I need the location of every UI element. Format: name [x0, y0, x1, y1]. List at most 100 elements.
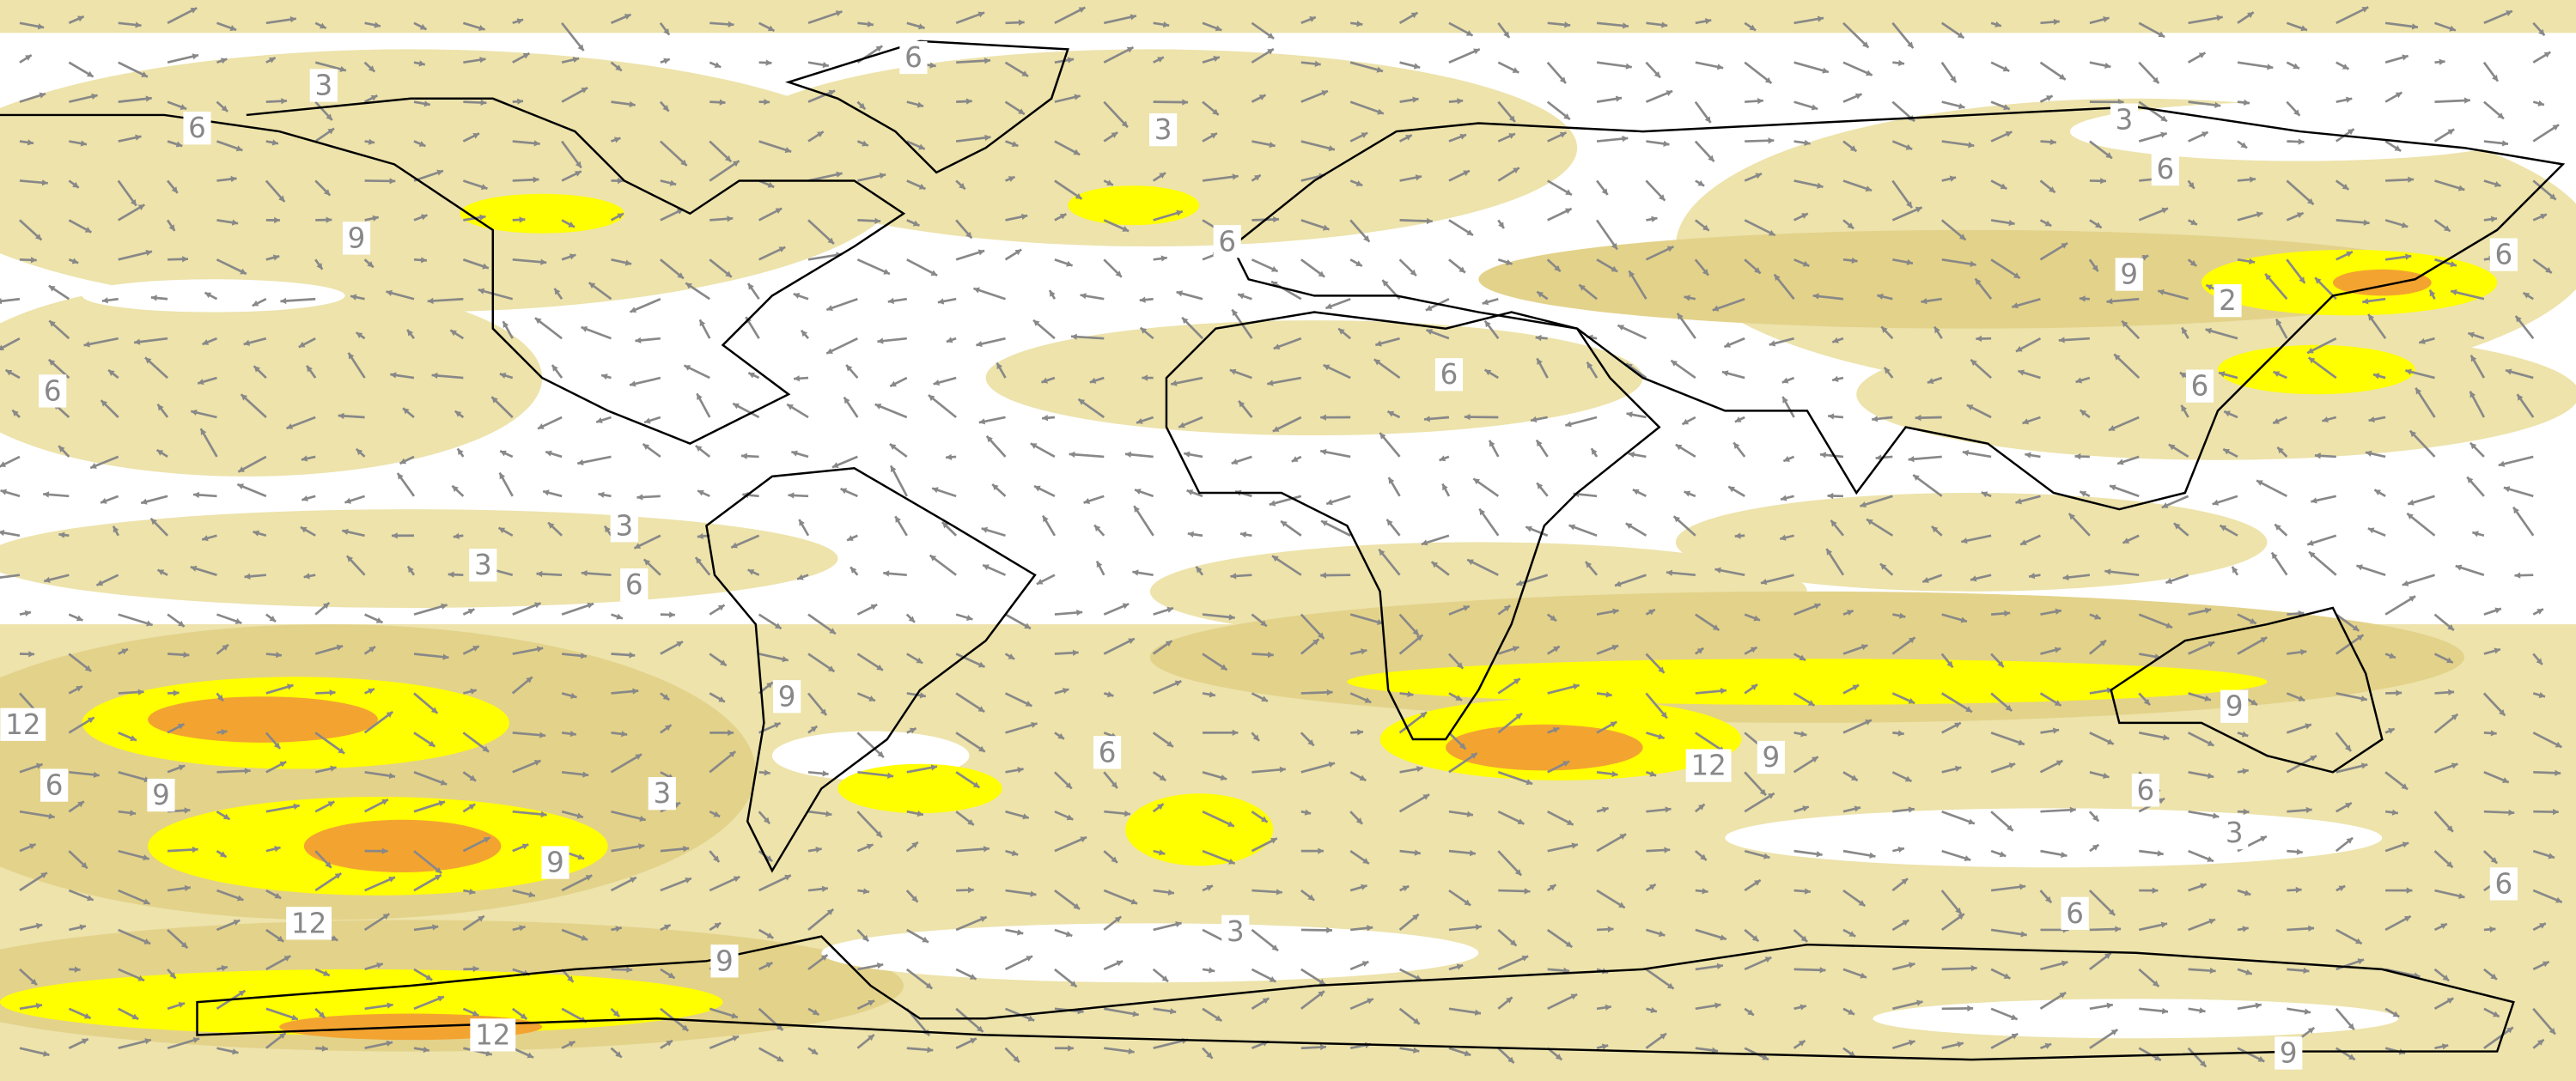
- wind-arrow-head: [1412, 629, 1419, 635]
- wind-arrow-head: [946, 453, 953, 461]
- wind-arrow-head: [1132, 569, 1139, 576]
- wind-arrow-head: [533, 140, 540, 147]
- wind-arrow-head: [1459, 133, 1467, 140]
- wind-arrow-head: [868, 695, 875, 701]
- wind-arrow-head: [2298, 138, 2305, 145]
- wind-arrow-head: [2256, 480, 2263, 486]
- wind-arrow-head: [1671, 360, 1678, 367]
- contour-label: 12: [475, 1018, 510, 1051]
- wind-arrow-head: [1212, 108, 1219, 115]
- wind-arrow-head: [1673, 516, 1681, 523]
- wind-arrow-head: [680, 159, 687, 167]
- wind-arrow-head: [1431, 562, 1439, 568]
- wind-arrow-head: [2003, 104, 2010, 111]
- wind-arrow-head: [134, 338, 141, 345]
- wind-arrow-shaft: [2434, 99, 2470, 103]
- wind-arrow-head: [911, 896, 918, 902]
- wind-arrow-head: [536, 646, 544, 653]
- wind-arrow-head: [797, 574, 804, 580]
- wind-arrow-head: [821, 885, 828, 892]
- wind-arrow-head: [925, 982, 933, 989]
- wind-arrow-head: [534, 318, 542, 325]
- wind-arrow-head: [1697, 179, 1705, 186]
- wind-arrow-head: [545, 450, 552, 457]
- contour-label: 3: [615, 509, 633, 542]
- wind-arrow-head: [1626, 411, 1633, 418]
- wind-arrow-head: [2160, 115, 2167, 122]
- wind-arrow-head: [517, 98, 524, 105]
- wind-arrow-head: [978, 745, 985, 752]
- wind-arrow-head: [1902, 920, 1909, 926]
- wind-arrow-head: [1426, 217, 1433, 225]
- wind-arrow-head: [1537, 483, 1544, 489]
- wind-arrow-head: [387, 1002, 393, 1009]
- wind-arrow-head: [1908, 456, 1915, 463]
- wind-arrow-head: [1413, 1017, 1420, 1024]
- wind-arrow-head: [1852, 684, 1860, 691]
- wind-arrow-head: [1702, 888, 1708, 895]
- wind-arrow-head: [538, 423, 545, 429]
- wind-arrow-head: [635, 337, 642, 344]
- wind-arrow-head: [1762, 1054, 1769, 1060]
- wind-arrow-head: [1273, 216, 1280, 223]
- wind-arrow-shaft: [2040, 808, 2076, 813]
- wind-arrow-head: [2342, 183, 2349, 190]
- wind-arrow-head: [930, 764, 937, 771]
- wind-arrow-head: [2182, 327, 2188, 335]
- wind-arrow-head: [79, 924, 86, 931]
- wind-arrow-head: [168, 224, 175, 231]
- wind-arrow-head: [1412, 914, 1419, 920]
- wind-arrow-head: [2106, 687, 2113, 694]
- wind-arrow-head: [765, 962, 773, 969]
- wind-arrow-head: [1111, 132, 1118, 138]
- wind-arrow-head: [2075, 377, 2083, 384]
- wind-arrow-head: [2307, 347, 2314, 354]
- wind-arrow-head: [2489, 926, 2496, 933]
- wind-arrow-head: [1819, 967, 1826, 974]
- wind-arrow-head: [241, 394, 248, 401]
- wind-arrow-head: [2322, 416, 2329, 423]
- wind-arrow-head: [2405, 368, 2412, 375]
- wind-arrow-head: [1601, 188, 1608, 195]
- wind-arrow-head: [879, 173, 886, 179]
- contour-label: 6: [1218, 225, 1236, 258]
- wind-arrow-head: [2250, 699, 2257, 706]
- wind-arrow-head: [2080, 491, 2087, 497]
- wind-arrow-head: [978, 418, 986, 425]
- wind-arrow-head: [1865, 720, 1872, 726]
- contour-label: 9: [546, 847, 564, 879]
- wind-arrow-head: [828, 89, 836, 96]
- wind-arrow-head: [1826, 549, 1833, 556]
- wind-arrow-head: [2443, 225, 2451, 232]
- wind-arrow-head: [959, 182, 965, 190]
- wind-arrow-head: [1228, 614, 1235, 621]
- wind-arrow-head: [243, 339, 251, 346]
- wind-arrow-head: [933, 380, 941, 386]
- wind-arrow-shaft: [1271, 555, 1302, 576]
- wind-arrow-head: [1734, 532, 1741, 539]
- wind-arrow-head: [1553, 646, 1560, 653]
- wind-arrow-head: [616, 613, 623, 620]
- wind-arrow-head: [1130, 898, 1138, 905]
- wind-arrow-head: [2247, 12, 2254, 19]
- wind-arrow-head: [827, 665, 835, 672]
- wind-arrow-head: [1059, 214, 1067, 220]
- wind-arrow-head: [368, 647, 375, 653]
- wind-arrow-head: [101, 297, 108, 304]
- wind-arrow-head: [1304, 809, 1312, 816]
- wind-arrow-head: [1270, 265, 1278, 272]
- wind-arrow-head: [2300, 25, 2307, 32]
- wind-arrow-head: [1774, 274, 1781, 282]
- wind-arrow-head: [540, 811, 547, 818]
- wind-arrow-head: [831, 462, 839, 469]
- wind-arrow-head: [301, 455, 308, 462]
- wind-arrow-head: [2490, 973, 2497, 980]
- coastlines: [0, 39, 2566, 1061]
- wind-arrow-head: [1570, 993, 1578, 1000]
- wind-arrow-head: [1714, 567, 1721, 574]
- wind-arrow-head: [1506, 997, 1513, 1004]
- wind-arrow-head: [1078, 398, 1086, 405]
- wind-arrow-shaft: [807, 10, 843, 25]
- wind-arrow-head: [399, 458, 407, 465]
- wind-arrow-head: [1322, 224, 1330, 231]
